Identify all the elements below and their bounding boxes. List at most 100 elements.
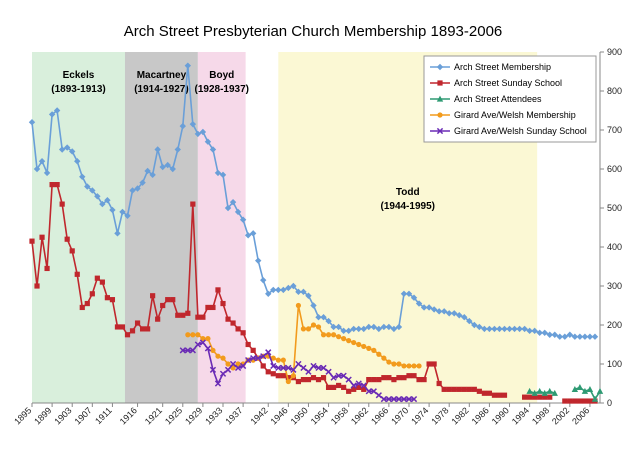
- data-point: [385, 323, 393, 331]
- data-point: [430, 306, 438, 313]
- data-point: [63, 144, 71, 151]
- data-point: [199, 128, 207, 136]
- data-point: [370, 323, 378, 331]
- data-point: [205, 336, 211, 342]
- data-point: [190, 332, 196, 338]
- data-point: [396, 375, 402, 381]
- data-point: [89, 291, 95, 297]
- data-point: [345, 376, 352, 383]
- data-point: [360, 382, 367, 389]
- data-point: [245, 341, 251, 348]
- data-point: [124, 212, 131, 219]
- data-point: [346, 388, 352, 394]
- data-point: [119, 208, 126, 216]
- data-point: [410, 395, 418, 403]
- data-point: [250, 355, 257, 362]
- data-point: [184, 347, 191, 354]
- data-point: [34, 283, 40, 289]
- data-point: [58, 146, 66, 153]
- data-point: [411, 363, 417, 369]
- data-point: [531, 389, 538, 396]
- data-point: [532, 394, 538, 400]
- data-point: [456, 312, 463, 319]
- data-point: [547, 394, 553, 400]
- data-point: [380, 395, 387, 403]
- data-point: [405, 290, 413, 297]
- data-point: [39, 234, 45, 240]
- data-point: [200, 336, 206, 342]
- data-point: [571, 385, 579, 392]
- data-point: [204, 345, 212, 352]
- data-point: [165, 297, 171, 303]
- data-point: [179, 122, 186, 130]
- data-point: [210, 304, 216, 311]
- data-point: [380, 323, 388, 331]
- data-point: [511, 325, 518, 333]
- era-label-macartney: Macartney: [137, 70, 187, 81]
- data-point: [185, 310, 191, 316]
- data-point: [350, 382, 357, 389]
- data-point: [435, 308, 443, 315]
- data-point: [355, 380, 362, 387]
- data-point: [235, 361, 241, 367]
- data-point: [300, 377, 307, 383]
- data-point: [491, 325, 498, 333]
- data-point: [170, 297, 176, 303]
- data-point: [466, 317, 473, 325]
- legend-label: Arch Street Membership: [454, 62, 551, 72]
- data-point: [204, 138, 212, 145]
- data-point: [205, 304, 211, 311]
- data-point: [401, 375, 407, 381]
- data-point: [426, 361, 432, 367]
- data-point: [305, 377, 312, 383]
- data-point: [325, 332, 332, 338]
- data-point: [270, 362, 277, 370]
- data-point: [235, 326, 241, 332]
- data-point: [265, 349, 272, 356]
- data-point: [69, 148, 76, 155]
- data-point: [551, 331, 558, 338]
- data-point: [370, 388, 377, 395]
- data-point: [219, 370, 227, 377]
- data-point: [436, 380, 442, 387]
- data-point: [386, 375, 392, 381]
- data-point: [361, 343, 367, 350]
- chart-title: Arch Street Presbyterian Church Membersh…: [124, 23, 503, 40]
- data-point: [567, 398, 573, 404]
- data-point: [275, 357, 281, 363]
- data-point: [29, 238, 35, 244]
- data-point: [365, 388, 372, 395]
- data-point: [381, 375, 387, 381]
- data-point: [386, 359, 392, 365]
- y-tick-label: 800: [607, 86, 622, 96]
- data-point: [124, 332, 131, 338]
- data-point: [114, 230, 121, 237]
- legend-swatch-marker: [436, 63, 444, 71]
- data-point: [209, 366, 217, 373]
- data-point: [496, 392, 503, 398]
- data-point: [79, 304, 85, 311]
- data-point: [411, 373, 417, 379]
- data-point: [506, 325, 513, 333]
- data-point: [285, 284, 292, 292]
- data-point: [366, 345, 372, 351]
- data-point: [476, 388, 482, 394]
- data-point: [531, 327, 538, 335]
- data-point: [234, 208, 242, 216]
- data-point: [129, 187, 136, 194]
- data-point: [199, 339, 207, 346]
- y-tick-label: 500: [607, 203, 622, 213]
- series-arch-street-attendees: [526, 384, 604, 402]
- data-point: [320, 314, 327, 321]
- data-point: [295, 378, 302, 385]
- data-point: [189, 120, 197, 128]
- data-point: [315, 377, 322, 383]
- data-point: [224, 204, 232, 212]
- data-point: [210, 347, 216, 353]
- y-tick-label: 100: [607, 359, 622, 369]
- data-point: [244, 232, 252, 239]
- y-tick-label: 600: [607, 164, 622, 174]
- data-point: [280, 364, 287, 372]
- era-band-eckels: [32, 52, 125, 403]
